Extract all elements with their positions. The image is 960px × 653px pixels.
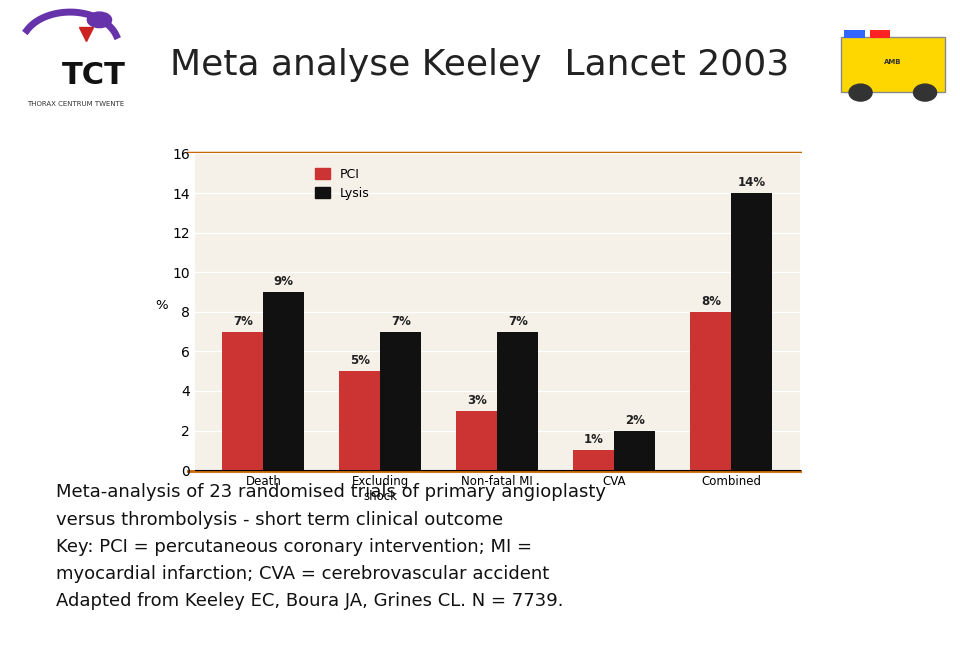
Bar <box>573 451 614 470</box>
Text: 7%: 7% <box>391 315 411 328</box>
Text: 7%: 7% <box>233 315 252 328</box>
Text: Meta analyse Keeley  Lancet 2003: Meta analyse Keeley Lancet 2003 <box>170 48 790 82</box>
Bar <box>380 332 421 470</box>
Bar <box>339 371 380 470</box>
Text: 5%: 5% <box>349 354 370 367</box>
Circle shape <box>914 84 937 101</box>
Circle shape <box>849 84 872 101</box>
Text: www.medscape.com: www.medscape.com <box>433 134 554 147</box>
Text: 2%: 2% <box>625 413 645 426</box>
Text: 14%: 14% <box>737 176 766 189</box>
Bar <box>845 30 865 39</box>
Y-axis label: %: % <box>155 299 167 312</box>
Bar <box>732 193 772 470</box>
Text: 8%: 8% <box>701 295 721 308</box>
Bar <box>870 30 891 39</box>
Legend: PCI, Lysis: PCI, Lysis <box>310 163 374 205</box>
Text: Meta-analysis of 23 randomised trials of primary angioplasty
versus thrombolysis: Meta-analysis of 23 randomised trials of… <box>56 483 606 610</box>
Text: Source: Br J Cardiol © 2003 Sherbourne Gibbs, Ltd.: Source: Br J Cardiol © 2003 Sherbourne G… <box>369 477 620 486</box>
Bar <box>497 332 539 470</box>
Bar <box>614 430 656 470</box>
Text: TCT: TCT <box>61 61 126 90</box>
Circle shape <box>87 12 111 27</box>
Text: 7%: 7% <box>508 315 528 328</box>
Text: 3%: 3% <box>467 394 487 407</box>
Text: 1%: 1% <box>584 434 604 447</box>
Text: 9%: 9% <box>274 275 294 288</box>
Text: Medscape®: Medscape® <box>205 134 283 147</box>
Bar <box>223 332 263 470</box>
Text: AMB: AMB <box>884 59 901 65</box>
Text: THORAX CENTRUM TWENTE: THORAX CENTRUM TWENTE <box>27 101 124 107</box>
Bar <box>690 312 732 470</box>
Bar <box>841 37 945 91</box>
Bar <box>263 292 304 470</box>
Bar <box>456 411 497 470</box>
